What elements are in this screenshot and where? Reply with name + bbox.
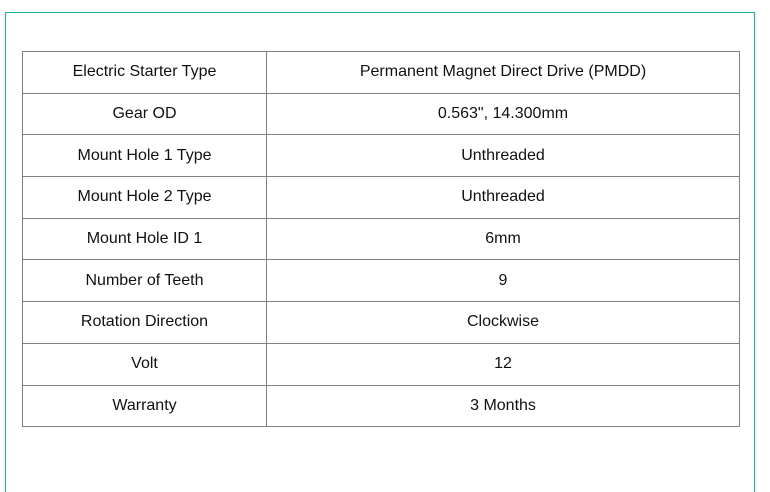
spec-label: Number of Teeth (22, 259, 267, 303)
spec-label: Electric Starter Type (22, 51, 267, 94)
table-row: Gear OD 0.563", 14.300mm (22, 92, 740, 136)
spec-value: Clockwise (266, 301, 740, 344)
spec-value: Permanent Magnet Direct Drive (PMDD) (266, 51, 740, 94)
spec-label: Gear OD (22, 92, 267, 136)
spec-label: Volt (22, 342, 267, 386)
specifications-table: Electric Starter Type Permanent Magnet Di… (22, 51, 740, 428)
spec-label: Warranty (22, 384, 267, 428)
table-row: Number of Teeth 9 (22, 259, 740, 303)
spec-label: Mount Hole 2 Type (22, 176, 267, 219)
table-row: Mount Hole ID 1 6mm (22, 217, 740, 261)
spec-value: Unthreaded (266, 176, 740, 219)
spec-value: 0.563", 14.300mm (266, 92, 740, 136)
spec-label: Mount Hole ID 1 (22, 217, 267, 261)
spec-value: 3 Months (266, 384, 740, 428)
spec-label: Mount Hole 1 Type (22, 134, 267, 178)
table-row: Mount Hole 2 Type Unthreaded (22, 176, 740, 219)
table-row: Volt 12 (22, 342, 740, 386)
specs-panel (5, 12, 755, 492)
spec-label: Rotation Direction (22, 301, 267, 344)
table-row: Warranty 3 Months (22, 384, 740, 428)
spec-value: 12 (266, 342, 740, 386)
spec-value: 6mm (266, 217, 740, 261)
table-row: Electric Starter Type Permanent Magnet Di… (22, 51, 740, 94)
table-row: Mount Hole 1 Type Unthreaded (22, 134, 740, 178)
table-row: Rotation Direction Clockwise (22, 301, 740, 344)
spec-value: Unthreaded (266, 134, 740, 178)
spec-value: 9 (266, 259, 740, 303)
